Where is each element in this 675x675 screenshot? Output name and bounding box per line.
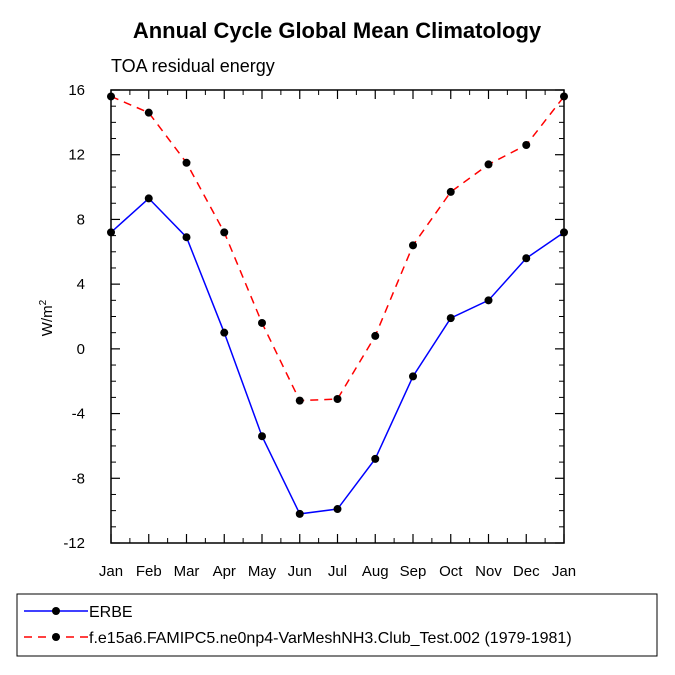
series-2-point: [107, 92, 115, 101]
y-tick-labels: -12 -8 -4 0 4 8 12 16: [63, 82, 85, 552]
series-2-point: [258, 318, 266, 327]
series-2-point: [182, 158, 191, 167]
y-tick-label: 16: [68, 82, 85, 99]
x-tick-label: Jan: [552, 563, 576, 580]
x-tick-labels: Jan Feb Mar Apr May Jun Jul Aug Sep Oct Nov Dec Jan: [99, 563, 576, 580]
series-1-point: [258, 432, 266, 441]
series-1-point: [295, 509, 304, 518]
x-tick-label: Nov: [475, 563, 502, 580]
y-tick-label: -8: [72, 470, 85, 487]
series-2-point: [295, 396, 304, 405]
y-tick-label: 12: [68, 147, 85, 164]
series-line-2: [110, 95, 565, 402]
series-1-point: [484, 296, 493, 305]
y-axis-label-main: W/m: [39, 305, 56, 336]
x-tick-label: Jan: [99, 563, 123, 580]
legend-marker-2: [52, 633, 60, 641]
series-2-point: [522, 141, 531, 150]
legend: ERBE f.e15a6.FAMIPC5.ne0np4-VarMeshNH3.Cl…: [16, 593, 658, 657]
series-1-point: [560, 228, 568, 237]
series-2-point: [484, 160, 493, 169]
y-axis-label-superscript: 2: [38, 299, 49, 305]
chart-subtitle: TOA residual energy: [111, 56, 275, 76]
x-tick-label: Apr: [213, 563, 236, 580]
x-tick-label: Jul: [328, 563, 347, 580]
x-tick-label: Aug: [362, 563, 389, 580]
plot-frame: [110, 89, 565, 544]
x-tick-label: Sep: [400, 563, 427, 580]
x-tick-label: Dec: [513, 563, 540, 580]
series-2-point: [409, 241, 417, 250]
series-1-point: [371, 454, 380, 463]
y-tick-label: 4: [77, 276, 85, 293]
y-tick-label: 0: [77, 341, 85, 358]
series-1-point: [182, 233, 191, 242]
x-tick-label: May: [248, 563, 277, 580]
y-tick-label: -4: [72, 406, 85, 423]
legend-box: [16, 593, 658, 657]
series-line-1: [110, 197, 565, 515]
svg-text:W/m2: W/m2: [38, 299, 56, 336]
series-1-point: [409, 372, 417, 381]
series-layer: [107, 92, 568, 518]
series-1-point: [333, 505, 342, 514]
series-2-point: [220, 228, 229, 237]
series-2-point: [560, 92, 568, 101]
x-tick-label: Feb: [136, 563, 162, 580]
series-1-point: [446, 314, 455, 323]
series-2-point: [371, 331, 380, 340]
y-axis-label: W/m2: [38, 299, 56, 336]
legend-marker-1: [52, 607, 60, 615]
series-1-point: [522, 254, 531, 263]
chart-title: Annual Cycle Global Mean Climatology: [133, 18, 542, 43]
x-tick-label: Oct: [439, 563, 463, 580]
series-2-point: [446, 187, 455, 196]
x-tick-label: Jun: [288, 563, 312, 580]
series-1-point: [144, 194, 153, 203]
series-2-point: [333, 395, 342, 404]
series-1-point: [220, 328, 229, 337]
y-tick-label: 8: [77, 211, 85, 228]
legend-label-1: ERBE: [89, 604, 133, 621]
y-tick-label: -12: [63, 535, 85, 552]
series-2-point: [144, 108, 153, 117]
axis-ticks: [110, 89, 565, 544]
x-tick-label: Mar: [174, 563, 200, 580]
legend-label-2: f.e15a6.FAMIPC5.ne0np4-VarMeshNH3.Club_T…: [89, 630, 572, 647]
series-1-point: [107, 228, 115, 237]
